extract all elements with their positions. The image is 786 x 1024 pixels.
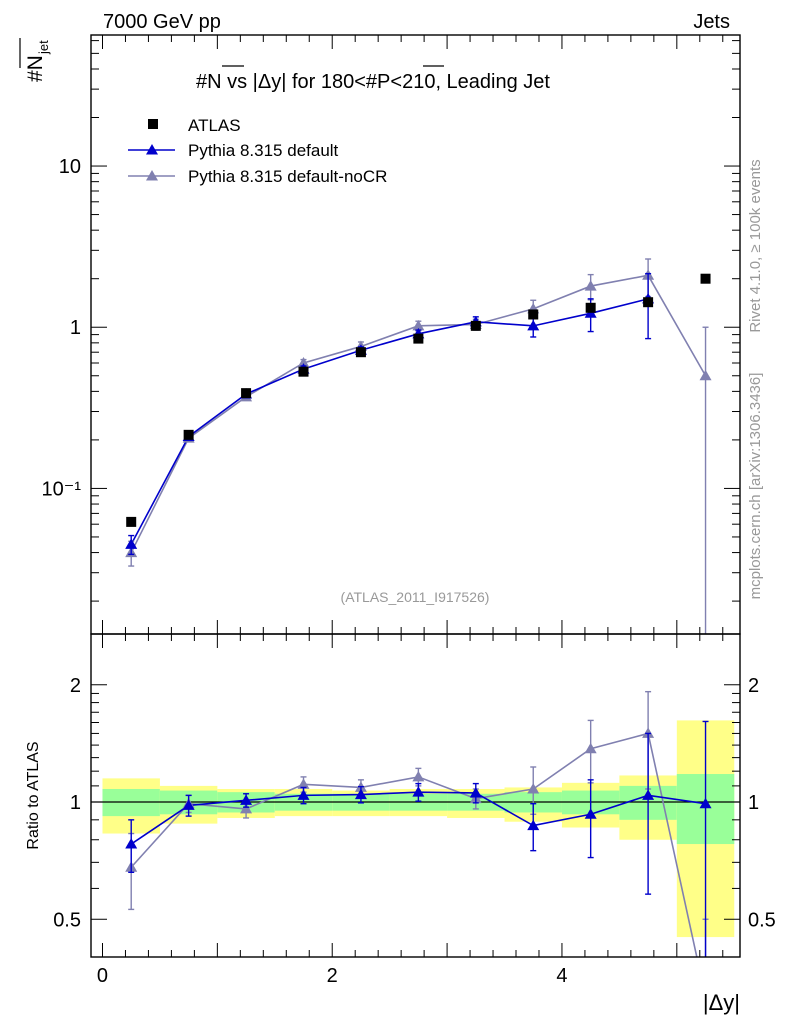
ratio-point-nocr-9	[642, 727, 655, 738]
analysis-watermark: (ATLAS_2011_I917526)	[341, 589, 490, 605]
legend-marker-atlas	[148, 119, 158, 129]
legend: ATLAS Pythia 8.315 default Pythia 8.315 de…	[128, 116, 387, 186]
ratio-point-default-1	[182, 799, 195, 810]
main-line-nocr	[130, 274, 707, 553]
ratio-point-default-9	[642, 789, 655, 800]
ratio-point-default-2	[240, 794, 253, 805]
xtick-label: 0	[97, 965, 108, 987]
main-y-axis-label-text: #N	[24, 55, 47, 82]
main-point-nocr-8	[584, 280, 597, 291]
xtick-label: 4	[556, 965, 567, 987]
ratio-ytick-label-right: 0.5	[748, 909, 776, 931]
collision-label: 7000 GeV pp	[103, 11, 221, 33]
ratio-point-default-7	[527, 819, 540, 831]
main-point-atlas-9	[643, 297, 654, 308]
ratio-point-nocr-7	[527, 782, 540, 794]
main-point-atlas-10	[700, 273, 711, 284]
ratio-point-default-5	[412, 786, 425, 797]
legend-label-default: Pythia 8.315 default	[188, 141, 339, 160]
ratio-point-default-8	[584, 808, 597, 819]
ratio-point-default-10	[699, 797, 712, 809]
main-ytick-label: 10⁻¹	[42, 478, 82, 500]
legend-label-atlas: ATLAS	[188, 116, 241, 135]
ratio-point-nocr-8	[584, 742, 597, 754]
legend-label-nocr: Pythia 8.315 default-noCR	[188, 167, 387, 186]
ratio-point-default-4	[354, 788, 367, 800]
plot-title-text: #N vs |Δy| for 180<#P<210, Leading Jet	[196, 71, 550, 93]
main-point-atlas-2	[241, 388, 252, 399]
main-point-nocr-3	[297, 356, 310, 368]
main-point-atlas-5	[413, 333, 424, 344]
subscript: jet	[36, 40, 51, 55]
main-point-default-7	[527, 319, 540, 331]
main-point-atlas-8	[585, 302, 596, 313]
ratio-point-default-0	[125, 838, 138, 849]
jets-label: Jets	[693, 11, 730, 33]
main-point-atlas-3	[298, 366, 309, 377]
legend-marker-default	[146, 144, 158, 155]
main-point-atlas-0	[126, 516, 137, 527]
main-point-atlas-6	[470, 320, 481, 331]
legend-marker-nocr	[146, 170, 158, 181]
main-point-atlas-7	[528, 309, 539, 320]
xtick-label: 2	[327, 965, 338, 987]
main-ytick-label: 10	[59, 156, 81, 178]
ratio-point-default-3	[297, 789, 310, 800]
x-axis-label: |Δy|	[703, 990, 740, 1015]
ratio-point-nocr-5	[412, 770, 425, 782]
main-point-atlas-4	[355, 347, 366, 358]
ratio-frame	[90, 633, 741, 958]
ratio-point-default-6	[469, 786, 482, 798]
ratio-point-nocr-2	[240, 802, 253, 814]
main-point-nocr-5	[412, 319, 425, 331]
main-ytick-label: 1	[70, 317, 81, 339]
main-line-default	[130, 298, 649, 545]
main-point-atlas-1	[183, 429, 194, 440]
data-markers	[125, 258, 712, 957]
main-point-nocr-10	[699, 369, 712, 381]
ratio-ytick-label: 2	[70, 675, 81, 697]
ratio-ytick-label: 0.5	[53, 909, 81, 931]
ratio-uncertainty-bands	[91, 720, 740, 938]
ratio-ytick-label-right: 1	[748, 792, 759, 814]
mcplots-label: mcplots.cern.ch [arXiv:1306.3436]	[747, 373, 764, 600]
ratio-ytick-label-right: 2	[748, 675, 759, 697]
plot-title: #N vs |Δy| for 180<#P<210, Leading Jet	[196, 65, 550, 93]
ratio-point-nocr-3	[297, 778, 310, 789]
main-point-default-0	[125, 538, 138, 549]
ratio-ytick-label: 1	[70, 792, 81, 814]
rivet-label: Rivet 4.1.0, ≥ 100k events	[747, 159, 764, 332]
ratio-y-axis-label: Ratio to ATLAS	[25, 741, 42, 849]
